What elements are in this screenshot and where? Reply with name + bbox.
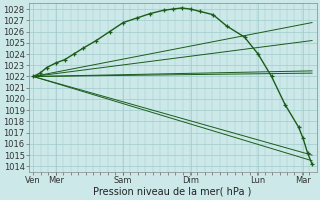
X-axis label: Pression niveau de la mer( hPa ): Pression niveau de la mer( hPa ) bbox=[93, 187, 252, 197]
